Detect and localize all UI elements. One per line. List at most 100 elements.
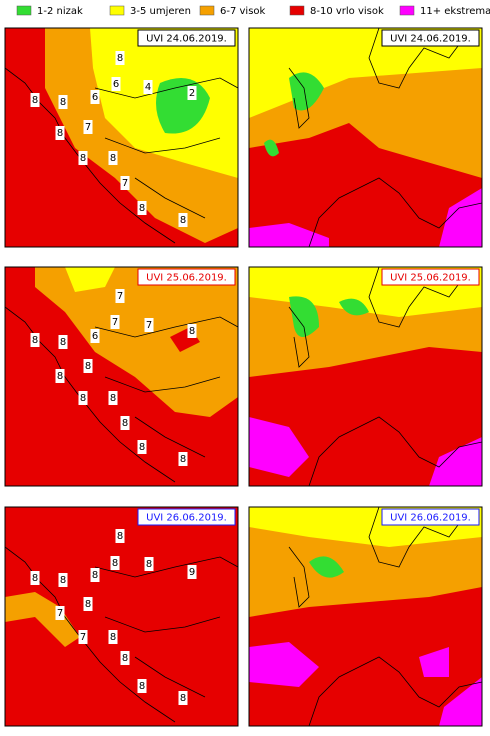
- uvi-label: 8: [117, 53, 123, 64]
- uvi-label: 8: [112, 558, 118, 569]
- panel-borders: [4, 27, 483, 727]
- date-box: [381, 29, 480, 47]
- uvi-label-box: [120, 651, 130, 665]
- uvi-label-box: [30, 571, 40, 585]
- uvi-label-box: [115, 51, 125, 65]
- uvi-label-box: [90, 90, 100, 104]
- uvi-label-box: [137, 679, 147, 693]
- date-box: [381, 508, 480, 526]
- uvi-label: 8: [110, 632, 116, 643]
- uvi-label-box: [137, 440, 147, 454]
- uvi-label-box: [137, 201, 147, 215]
- uvi-label: 8: [60, 575, 66, 586]
- uvi-label: 8: [122, 418, 128, 429]
- uvi-label-box: [83, 359, 93, 373]
- uvi-label-box: [90, 568, 100, 582]
- date-label: UVI 24.06.2019.: [390, 34, 471, 45]
- map-left-2: [5, 267, 238, 486]
- uvi-label-box: [30, 333, 40, 347]
- uvi-label: 8: [110, 153, 116, 164]
- uvi-label-box: [187, 565, 197, 579]
- legend-swatch: [289, 5, 305, 16]
- uvi-label: 2: [189, 88, 195, 99]
- uvi-label-box: [90, 329, 100, 343]
- uvi-label: 8: [139, 442, 145, 453]
- uvi-label-box: [58, 95, 68, 109]
- uvi-label: 7: [112, 317, 118, 328]
- uvi-label: 7: [57, 608, 63, 619]
- uvi-label-box: [178, 452, 188, 466]
- legend-swatch: [109, 5, 125, 16]
- uvi-label-box: [78, 630, 88, 644]
- uvi-label: 6: [113, 79, 119, 90]
- uvi-label-box: [120, 176, 130, 190]
- date-box: [137, 29, 236, 47]
- date-box: [137, 508, 236, 526]
- uvi-label: 8: [80, 153, 86, 164]
- uvi-label: 8: [57, 128, 63, 139]
- date-label: UVI 25.06.2019.: [390, 273, 471, 284]
- uvi-label-box: [178, 213, 188, 227]
- date-box: [381, 268, 480, 286]
- uvi-label: 8: [139, 203, 145, 214]
- uvi-label: 9: [189, 567, 195, 578]
- uvi-label-box: [55, 126, 65, 140]
- uvi-label-box: [178, 691, 188, 705]
- uvi-label: 8: [139, 681, 145, 692]
- uvi-label: 6: [92, 331, 98, 342]
- uvi-label-box: [55, 369, 65, 383]
- uvi-label: 8: [180, 215, 186, 226]
- legend-swatch: [399, 5, 415, 16]
- uvi-label: 8: [110, 393, 116, 404]
- legend-label: 1-2 nizak: [37, 6, 83, 17]
- uvi-label-box: [110, 556, 120, 570]
- legend-swatch: [199, 5, 215, 16]
- uvi-label-box: [144, 318, 154, 332]
- uvi-label-box: [187, 324, 197, 338]
- uvi-label: 7: [117, 291, 123, 302]
- date-box: [137, 268, 236, 286]
- uvi-label-box: [58, 573, 68, 587]
- uvi-label-box: [110, 315, 120, 329]
- uvi-label-box: [108, 630, 118, 644]
- uvi-label: 8: [85, 361, 91, 372]
- uvi-label-box: [120, 416, 130, 430]
- uvi-label-box: [83, 597, 93, 611]
- uvi-label-box: [58, 335, 68, 349]
- uvi-label: 7: [122, 178, 128, 189]
- uvi-label: 7: [80, 632, 86, 643]
- uvi-label-box: [187, 86, 197, 100]
- legend-label: 3-5 umjeren: [130, 6, 191, 17]
- uvi-label-box: [111, 77, 121, 91]
- uvi-label: 8: [60, 337, 66, 348]
- legend-label: 6-7 visok: [220, 6, 266, 17]
- legend-label: 8-10 vrlo visok: [310, 6, 384, 17]
- map-right-2: [249, 267, 482, 486]
- uvi-label-box: [78, 151, 88, 165]
- uvi-label: 8: [92, 570, 98, 581]
- uvi-label-box: [108, 391, 118, 405]
- uvi-label-box: [108, 151, 118, 165]
- uvi-label: 8: [60, 97, 66, 108]
- uvi-label-box: [143, 80, 153, 94]
- uvi-label: 6: [92, 92, 98, 103]
- uvi-label: 8: [32, 95, 38, 106]
- date-label: UVI 25.06.2019.: [146, 273, 227, 284]
- date-label: UVI 26.06.2019.: [390, 513, 471, 524]
- map-right-1: [249, 28, 482, 247]
- legend-swatch: [16, 5, 32, 16]
- uvi-label-box: [83, 120, 93, 134]
- uvi-label: 8: [189, 326, 195, 337]
- uvi-label: 8: [180, 693, 186, 704]
- uvi-label: 8: [80, 393, 86, 404]
- uvi-label-box: [144, 557, 154, 571]
- uvi-label: 7: [146, 320, 152, 331]
- map-left-3: [5, 507, 238, 726]
- date-label: UVI 26.06.2019.: [146, 513, 227, 524]
- uvi-label: 8: [180, 454, 186, 465]
- uvi-label: 8: [122, 653, 128, 664]
- uvi-label: 8: [57, 371, 63, 382]
- map-right-3: [249, 507, 482, 726]
- uvi-label-box: [55, 606, 65, 620]
